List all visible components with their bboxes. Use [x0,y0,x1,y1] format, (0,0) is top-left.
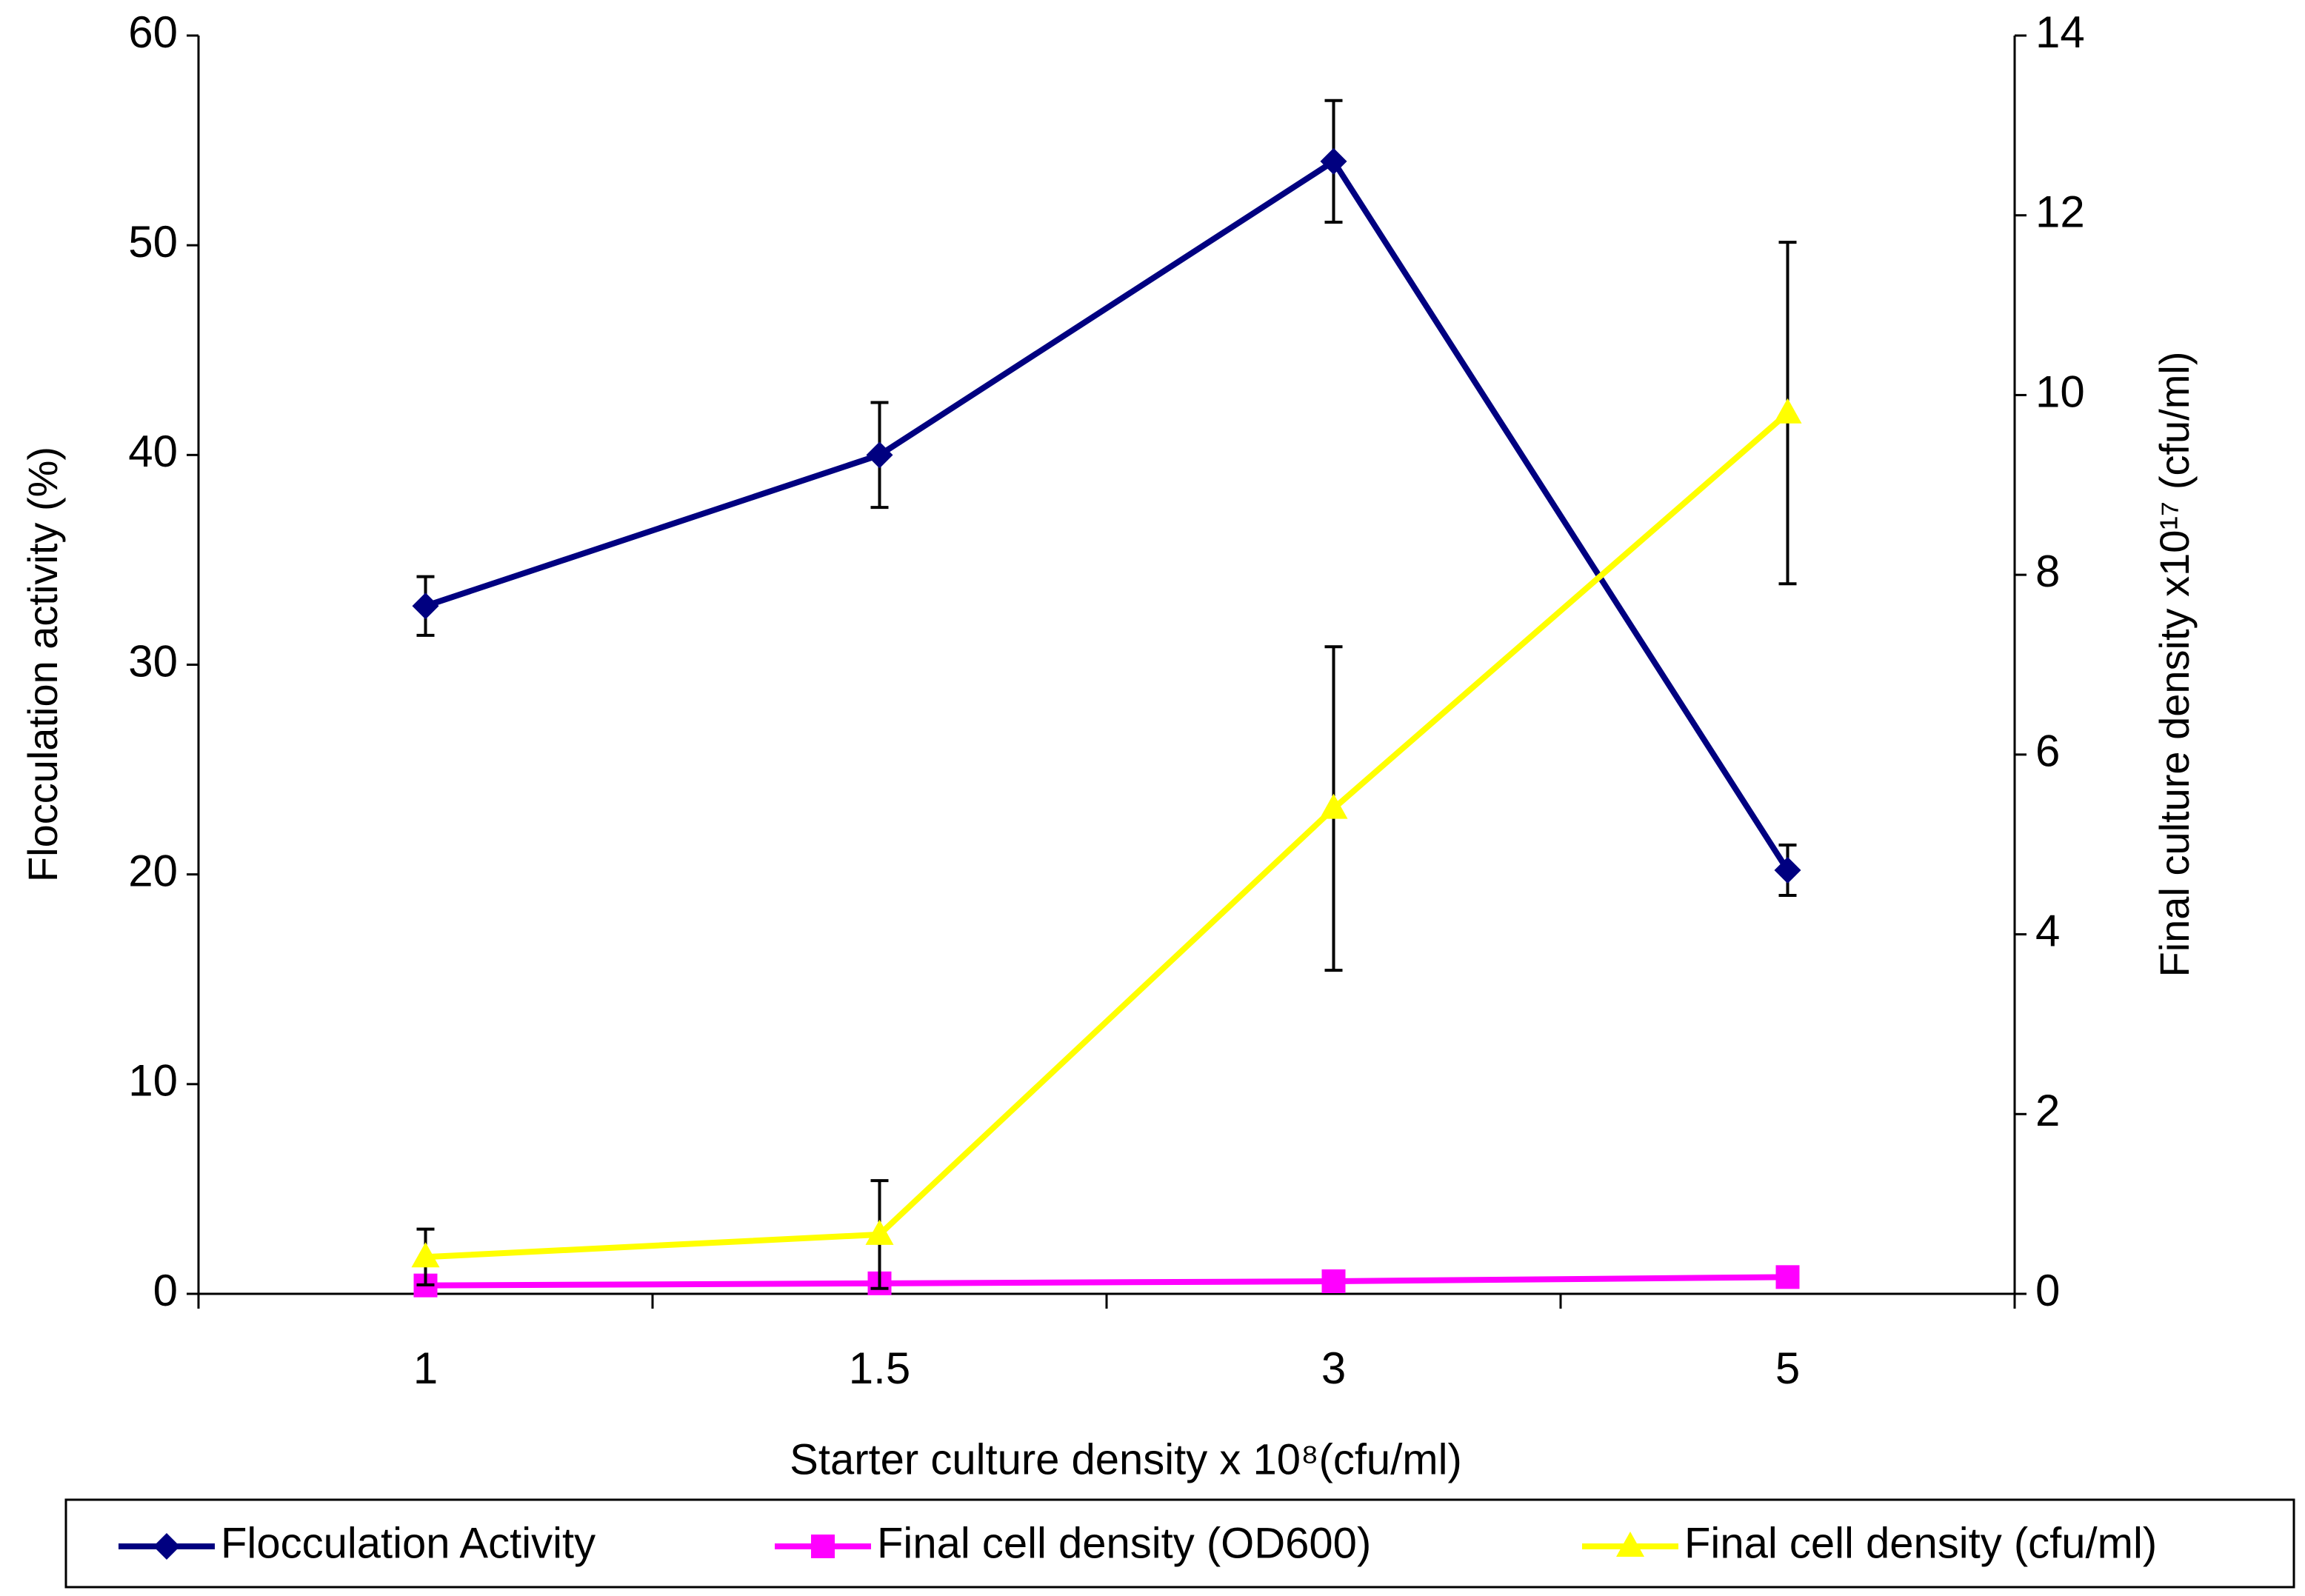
y2-tick-label: 4 [2035,906,2060,955]
marker [1774,857,1801,884]
legend-label: Flocculation Activity [221,1519,596,1567]
y2-tick-label: 6 [2035,727,2060,776]
marker [1773,398,1802,424]
marker [1616,1532,1644,1557]
marker [865,1219,894,1245]
y-tick-label: 10 [128,1056,178,1106]
series-line [425,410,1790,1261]
marker [153,1533,180,1560]
legend-box [64,1498,2295,1589]
marker [1319,793,1348,819]
y-axis-label: Flocculation activity (%) [19,447,66,882]
x-tick-label: 3 [1321,1343,1346,1393]
y2-axis-label: Final culture density x10¹⁷ (cfu/ml) [2151,352,2198,978]
y2-tick-label: 10 [2035,367,2085,416]
marker [866,441,893,469]
y2-tick-label: 12 [2035,187,2085,237]
y2-tick-label: 2 [2035,1086,2060,1135]
legend-label: Final cell density (cfu/ml) [1684,1519,2157,1567]
series-line [424,157,1790,872]
x-tick-label: 5 [1775,1343,1800,1393]
legend-label: Final cell density (OD600) [877,1519,1371,1567]
y-tick-label: 40 [128,427,178,476]
marker [1321,1269,1346,1294]
x-tick-label: 1.5 [849,1343,910,1393]
y2-tick-label: 0 [2035,1266,2060,1315]
marker [1320,147,1347,175]
y-tick-label: 20 [128,847,178,896]
y-tick-label: 0 [153,1266,178,1315]
marker [411,1242,440,1268]
x-axis-label: Starter culture density x 10⁸(cfu/ml) [790,1435,1462,1483]
y2-tick-label: 14 [2035,7,2085,57]
y-tick-label: 30 [128,636,178,686]
marker [412,592,439,620]
y-tick-label: 50 [128,217,178,267]
y2-tick-label: 8 [2035,547,2060,596]
series-line [425,1274,1788,1289]
y-tick-label: 60 [128,7,178,57]
x-tick-label: 1 [413,1343,438,1393]
marker [811,1535,835,1558]
marker [1775,1265,1800,1289]
